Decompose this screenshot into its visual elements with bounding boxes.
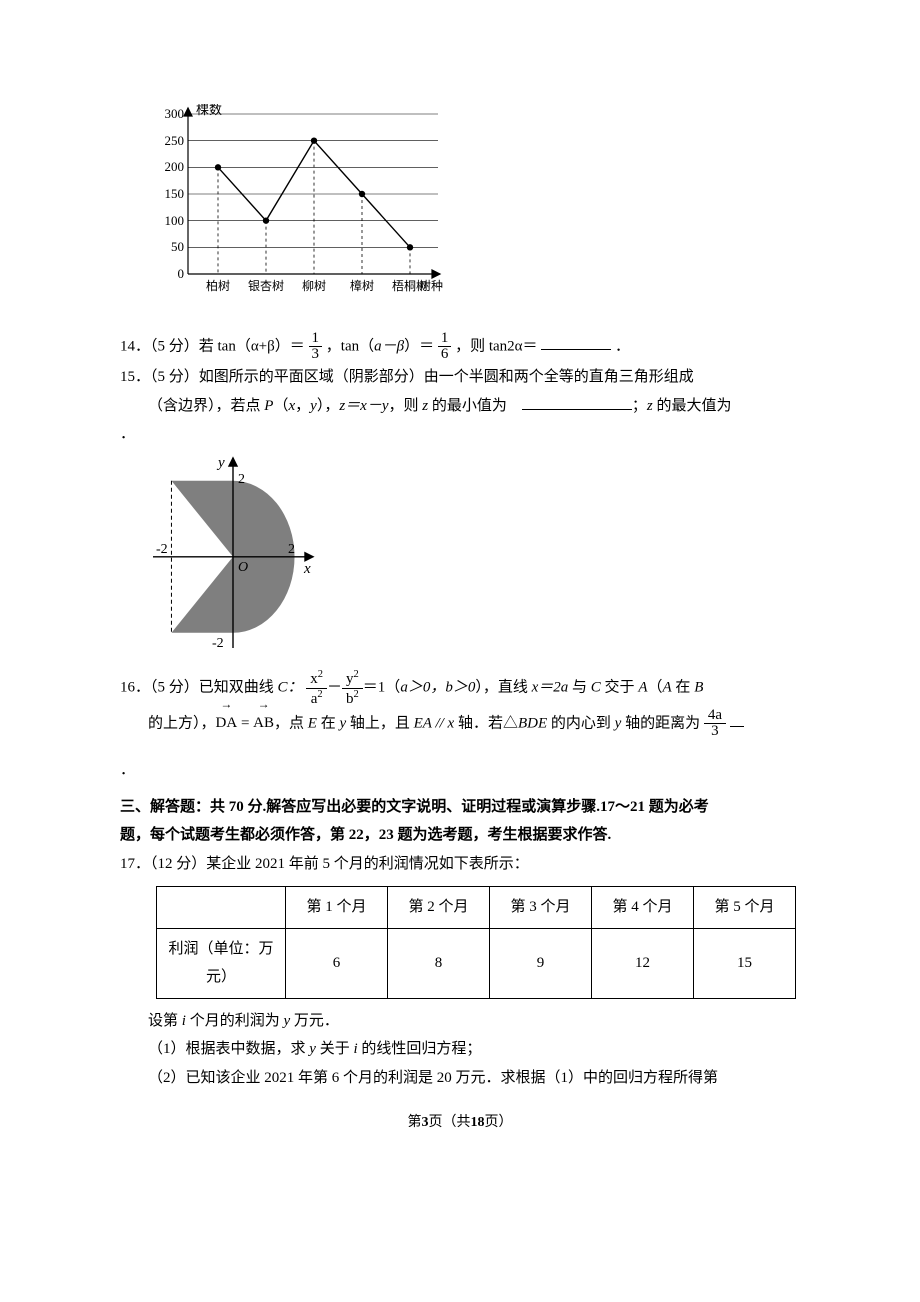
svg-text:柏树: 柏树	[206, 278, 230, 293]
q14-mid2: ）＝	[404, 338, 434, 354]
q15-line1: 15．（5 分）如图所示的平面区域（阴影部分）由一个半圆和两个全等的直角三角形组…	[120, 363, 800, 392]
svg-text:银杏树: 银杏树	[248, 278, 284, 293]
vector-DA: DA	[216, 708, 238, 738]
answer-blank-trail	[730, 712, 744, 727]
q17-sub1: （1）根据表中数据，求 y 关于 i 的线性回归方程；	[120, 1035, 800, 1064]
svg-text:树种: 树种	[419, 278, 443, 293]
fraction-1-6: 1 6	[438, 331, 452, 364]
profit-table: 第 1 个月 第 2 个月 第 3 个月 第 4 个月 第 5 个月 利润（单位…	[156, 886, 796, 999]
table-cell: 6	[286, 928, 388, 998]
question-15: 15．（5 分）如图所示的平面区域（阴影部分）由一个半圆和两个全等的直角三角形组…	[120, 363, 800, 449]
q17-let: 设第 i 个月的利润为 y 万元．	[120, 1007, 800, 1036]
q14-after: ，则 tan2α＝	[455, 338, 537, 354]
q14-mid: ，tan（	[326, 338, 374, 354]
table-cell: 12	[592, 928, 694, 998]
table-head-m2: 第 2 个月	[388, 887, 490, 929]
fraction-4a-3: 4a 3	[704, 708, 726, 741]
table-row-label: 利润（单位：万元）	[157, 928, 286, 998]
q16-line3: ．	[120, 740, 800, 785]
svg-text:2: 2	[238, 472, 245, 487]
svg-text:200: 200	[165, 159, 185, 174]
svg-text:0: 0	[178, 266, 185, 281]
svg-text:50: 50	[171, 239, 184, 254]
svg-text:x: x	[303, 561, 311, 577]
q15-line2: （含边界），若点 P（x，y），z＝x－y，则 z 的最小值为 ；z 的最大值为	[120, 392, 800, 421]
question-14: 14．（5 分）若 tan（α+β）＝ 1 3 ，tan（a－β）＝ 1 6 ，…	[120, 331, 800, 364]
svg-text:-2: -2	[156, 542, 168, 557]
question-17: 17．（12 分）某企业 2021 年前 5 个月的利润情况如下表所示： 第 1…	[120, 850, 800, 1093]
svg-text:300: 300	[165, 106, 185, 121]
svg-text:2: 2	[288, 542, 295, 557]
page-total: 18	[471, 1115, 485, 1130]
q14-ab: a－β	[374, 338, 404, 354]
question-16: 16．（5 分）已知双曲线 C： x2 a2 － y2 b2 ＝1（a＞0，b＞…	[120, 669, 800, 785]
table-row: 第 1 个月 第 2 个月 第 3 个月 第 4 个月 第 5 个月	[157, 887, 796, 929]
table-head-m5: 第 5 个月	[694, 887, 796, 929]
q16-line2: 的上方），DA = AB，点 E 在 y 轴上，且 EA // x 轴．若△BD…	[120, 708, 800, 741]
fraction-x2a2: x2 a2	[306, 669, 327, 708]
shaded-region-figure: x y O 2 2 -2 -2	[148, 453, 800, 664]
q15-line3: ．	[120, 420, 800, 449]
q14-text-a: 14．（5 分）若 tan（α+β）＝	[120, 338, 305, 354]
svg-text:樟树: 樟树	[350, 278, 374, 293]
q17-sub2: （2）已知该企业 2021 年第 6 个月的利润是 20 万元．求根据（1）中的…	[120, 1064, 800, 1093]
table-cell: 8	[388, 928, 490, 998]
page-footer: 第3页（共18页）	[120, 1092, 800, 1137]
svg-text:150: 150	[165, 186, 185, 201]
svg-text:250: 250	[165, 133, 185, 148]
svg-text:y: y	[216, 455, 225, 471]
table-cell: 9	[490, 928, 592, 998]
table-row: 利润（单位：万元） 6 8 9 12 15	[157, 928, 796, 998]
table-cell: 15	[694, 928, 796, 998]
section-3-header: 三、解答题：共 70 分.解答应写出必要的文字说明、证明过程或演算步骤.17～2…	[120, 793, 800, 850]
answer-blank-min	[522, 394, 632, 409]
vector-AB: AB	[253, 708, 274, 738]
q17-head: 17．（12 分）某企业 2021 年前 5 个月的利润情况如下表所示：	[120, 850, 800, 879]
tree-count-chart: 0 50 100 150 200 250 300 棵数 柏树 银杏树 柳树 樟树…	[148, 104, 800, 325]
table-head-m4: 第 4 个月	[592, 887, 694, 929]
svg-text:棵数: 棵数	[196, 104, 222, 117]
answer-blank	[541, 335, 611, 350]
fraction-y2b2: y2 b2	[342, 669, 363, 708]
q14-period: ．	[615, 338, 630, 354]
page-number: 3	[422, 1115, 429, 1130]
fraction-1-3: 1 3	[309, 331, 323, 364]
svg-text:O: O	[238, 560, 248, 575]
svg-text:柳树: 柳树	[302, 278, 326, 293]
table-head-m1: 第 1 个月	[286, 887, 388, 929]
table-head-blank	[157, 887, 286, 929]
table-head-m3: 第 3 个月	[490, 887, 592, 929]
svg-text:-2: -2	[212, 636, 224, 651]
svg-text:100: 100	[165, 213, 185, 228]
